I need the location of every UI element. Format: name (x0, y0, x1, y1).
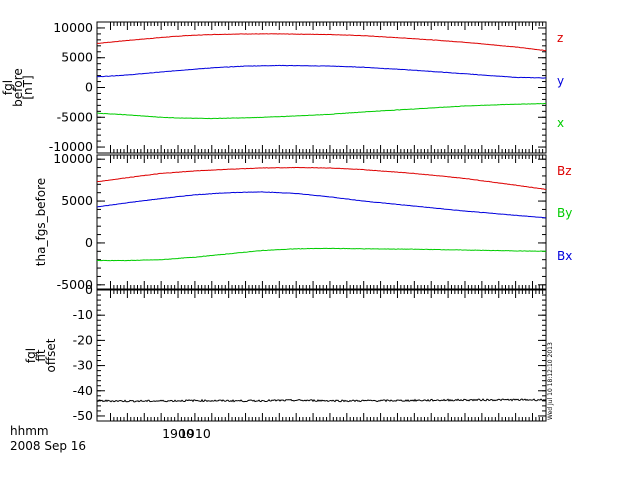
x-axis-label-hhmm: hhmm (10, 424, 49, 438)
legend-By: By (557, 206, 572, 220)
x-axis-label-date: 2008 Sep 16 (10, 439, 86, 453)
y-axis-label: [nT] (21, 75, 35, 99)
y-tick-label: -30 (73, 358, 93, 373)
y-tick-label: 5000 (61, 193, 93, 208)
y-axis-label: fgl (24, 348, 38, 363)
y-axis-label: tha_fgs_before (34, 178, 48, 266)
y-axis-label: fit (34, 349, 48, 362)
y-tick-label: 10000 (53, 151, 93, 166)
series-line-Bx (96, 191, 547, 219)
x-tick-label: 1900 (162, 426, 194, 441)
panels-group: 1000050000-5000-10000fglbefore[nT]zyx100… (1, 20, 572, 423)
legend-x: x (557, 116, 564, 130)
y-axis-label: before (11, 68, 25, 107)
y-axis-label: offset (44, 338, 58, 372)
panel-2: 10000 5000 0 -5000 tha_fgs_before Bz By Bx (34, 151, 572, 292)
y-tick-label: 0 (85, 80, 93, 95)
legend-Bx: Bx (557, 249, 572, 263)
y-tick-label: 10000 (53, 20, 93, 35)
y-tick-label: 0 (85, 282, 93, 297)
series-line-y (96, 64, 547, 79)
panel-frame (96, 154, 547, 290)
y-tick-label: -5000 (57, 109, 93, 124)
y-tick-label: -10 (73, 307, 93, 322)
y-tick-label: -5000 (57, 277, 93, 292)
y-tick-label: -10000 (49, 139, 93, 154)
y-tick-label: 0 (85, 235, 93, 250)
y-tick-label: -50 (73, 408, 93, 423)
series-line-z (96, 33, 547, 52)
y-axis-label: fgl (1, 80, 15, 95)
legend-Bz: Bz (557, 164, 572, 178)
panel-frame (96, 21, 547, 154)
y-tick-label: -20 (73, 332, 93, 347)
series-line-offset (96, 398, 547, 403)
legend-y: y (557, 74, 564, 88)
timestamp-stamp: Wed Jul 10 18:12:10 2013 (547, 342, 554, 420)
y-tick-label: 5000 (61, 50, 93, 65)
series-line-By (96, 247, 547, 262)
legend-z: z (557, 31, 563, 45)
y-tick-label: -40 (73, 383, 93, 398)
series-line-x (96, 102, 547, 120)
x-tick-label: 1910 (179, 426, 211, 441)
series-line-Bz (96, 166, 547, 190)
